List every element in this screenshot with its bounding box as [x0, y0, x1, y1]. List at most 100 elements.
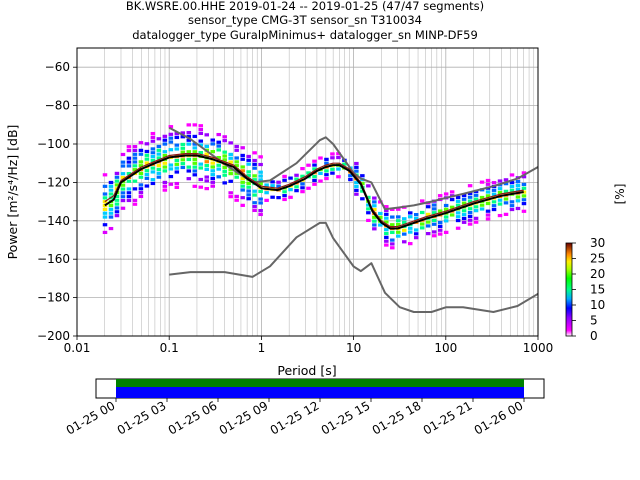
heat-cell	[413, 228, 419, 232]
heat-cell	[210, 142, 215, 146]
heat-cell	[192, 173, 198, 177]
heat-cell	[294, 185, 299, 189]
heat-cell	[228, 168, 233, 172]
y-tick-label: −120	[37, 175, 70, 189]
heat-cell	[515, 187, 521, 191]
heat-cell	[515, 183, 521, 188]
heat-cell	[264, 191, 269, 195]
heat-cell	[419, 199, 425, 203]
heat-cell	[162, 142, 168, 146]
heat-cell	[288, 195, 293, 199]
heat-cell	[431, 234, 437, 238]
heat-cell	[312, 175, 317, 179]
heat-cell	[126, 145, 132, 149]
heat-cell	[204, 163, 210, 168]
heat-cell	[132, 145, 138, 149]
heat-cell	[228, 195, 233, 199]
heat-cell	[467, 210, 473, 215]
plot-frame	[76, 47, 539, 337]
heat-cell	[300, 174, 305, 178]
heat-cell	[407, 230, 413, 234]
heat-cell	[384, 216, 389, 220]
heat-cell	[431, 207, 437, 211]
heat-cell	[174, 170, 180, 174]
curve-nlnm	[169, 221, 539, 313]
heat-cell	[276, 180, 281, 184]
heat-cell	[180, 162, 186, 166]
heat-cell	[485, 178, 491, 183]
heat-cell	[144, 169, 150, 173]
heat-cell	[467, 191, 473, 195]
heat-cell	[258, 174, 263, 178]
y-tick-label: −100	[37, 137, 70, 151]
heat-cell	[240, 169, 245, 173]
heat-cell	[473, 205, 479, 209]
heat-cell	[246, 154, 251, 159]
heat-cell	[126, 179, 132, 183]
heat-cell	[252, 178, 257, 182]
heat-cell	[449, 205, 455, 209]
heat-cell	[485, 194, 491, 198]
heat-cell	[354, 161, 359, 166]
heat-cell	[521, 202, 527, 206]
heat-cell	[413, 216, 419, 221]
heat-cell	[150, 154, 156, 159]
heat-cell	[455, 226, 461, 230]
heat-cell	[120, 175, 126, 180]
heat-cell	[222, 139, 227, 143]
heat-cell	[108, 184, 114, 188]
heat-cell	[150, 151, 156, 155]
heat-cell	[264, 183, 269, 187]
heat-cell	[126, 171, 132, 176]
heat-cell	[258, 182, 263, 186]
heat-cell	[252, 151, 257, 155]
heat-cell	[330, 156, 335, 160]
heat-cell	[390, 207, 395, 211]
heat-cell	[509, 181, 515, 185]
heat-cell	[186, 157, 192, 162]
heat-cell	[186, 150, 192, 154]
heat-cell	[132, 160, 138, 164]
heat-cell	[384, 205, 389, 209]
heat-cell	[252, 189, 257, 193]
heat-cell	[180, 131, 186, 135]
heat-cell	[384, 239, 389, 243]
heat-cell	[192, 134, 198, 139]
heat-cell	[138, 175, 144, 179]
heat-cell	[114, 171, 120, 175]
heat-cell	[378, 215, 383, 219]
colorbar-tick-label: 15	[590, 283, 605, 297]
heat-cell	[467, 218, 473, 222]
y-tick-label: −180	[37, 291, 70, 305]
heat-cell	[192, 165, 198, 169]
heat-cell	[156, 144, 162, 149]
heat-cell	[210, 184, 215, 188]
heat-cell	[222, 154, 227, 158]
heat-cell	[204, 144, 210, 148]
heat-cell	[354, 169, 359, 173]
heat-cell	[372, 200, 377, 204]
heat-cell	[228, 179, 233, 183]
heat-cell	[132, 148, 138, 153]
heat-cell	[186, 134, 192, 139]
heat-cell	[288, 188, 293, 192]
x-axis-ticks: 0.01 0.1 1 10 100 1000	[64, 336, 553, 355]
heat-cell	[461, 209, 467, 213]
timeline-bar-green	[116, 379, 524, 387]
heat-cell	[246, 162, 251, 166]
heat-cell	[270, 180, 275, 184]
noise-curves	[104, 126, 539, 313]
heat-cell	[222, 158, 227, 162]
heat-cell	[222, 135, 227, 139]
heat-cell	[509, 173, 515, 177]
heat-cell	[138, 164, 144, 168]
heat-cell	[419, 226, 425, 230]
heat-cell	[437, 209, 443, 213]
heat-cell	[186, 177, 192, 181]
heat-cell	[174, 185, 180, 189]
heat-cell	[443, 207, 449, 211]
heat-cell	[162, 180, 168, 185]
heat-cell	[174, 132, 180, 136]
heat-cell	[198, 139, 204, 143]
